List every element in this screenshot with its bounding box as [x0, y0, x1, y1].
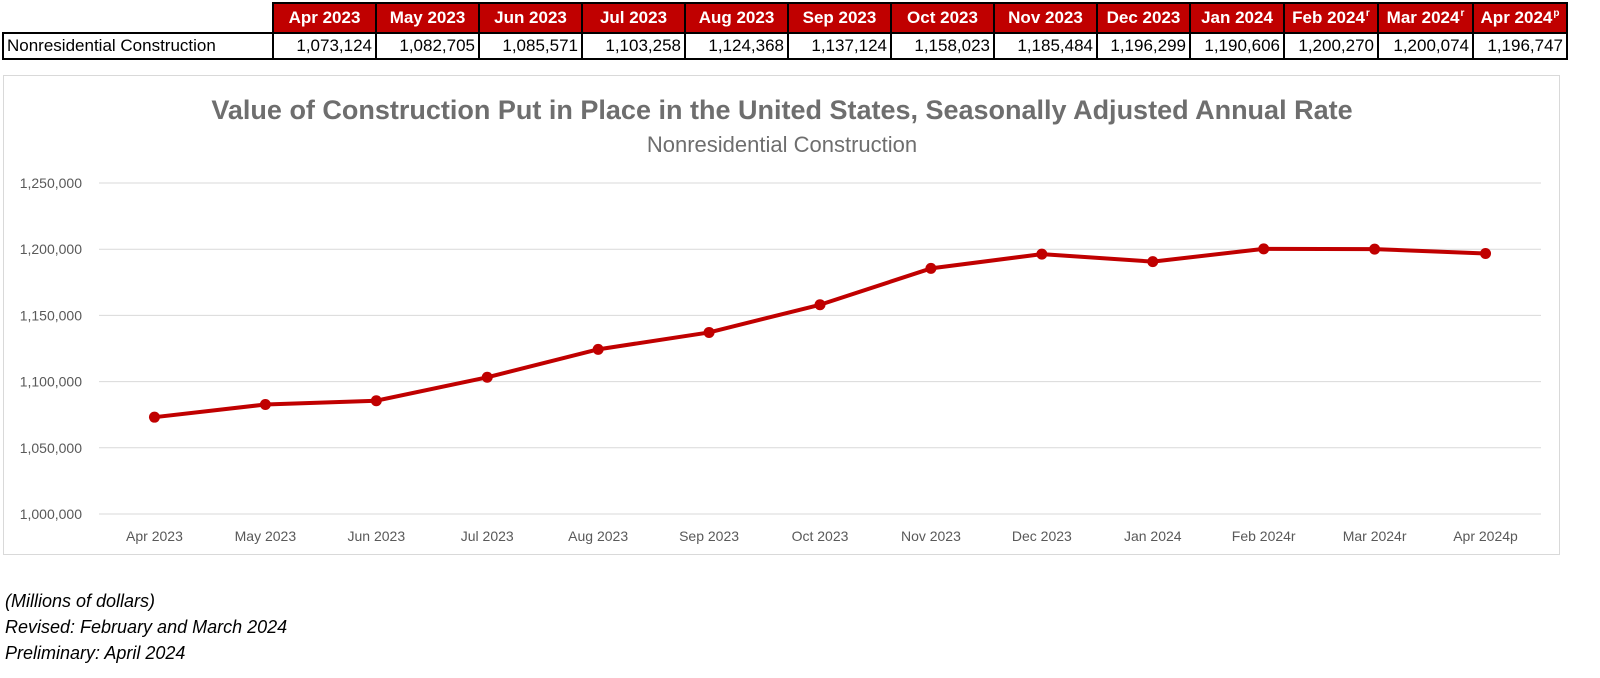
table-cell: 1,158,023	[890, 32, 995, 60]
column-header: Jan 2024	[1189, 2, 1285, 34]
data-point	[592, 343, 604, 355]
table-corner-cell	[3, 3, 274, 34]
x-tick-label: Oct 2023	[792, 528, 849, 544]
column-header: May 2023	[375, 2, 480, 34]
column-header: Apr 2024p	[1472, 2, 1568, 34]
column-header: Nov 2023	[993, 2, 1098, 34]
y-tick-label: 1,000,000	[20, 506, 82, 522]
table-cell: 1,137,124	[787, 32, 892, 60]
x-tick-label: Feb 2024r	[1232, 528, 1296, 544]
data-point	[259, 398, 271, 410]
preliminary-note: Preliminary: April 2024	[5, 643, 186, 663]
table-cell: 1,190,606	[1189, 32, 1285, 60]
data-point	[481, 371, 493, 383]
table-cell: 1,200,270	[1283, 32, 1379, 60]
notes: (Millions of dollars) Revised: February …	[5, 588, 287, 666]
data-table: Apr 2023 May 2023 Jun 2023 Jul 2023 Aug 2023…	[2, 2, 1568, 60]
x-tick-label: Nov 2023	[901, 528, 961, 544]
data-point	[1480, 248, 1492, 260]
y-tick-label: 1,050,000	[20, 440, 82, 456]
y-tick-label: 1,200,000	[20, 241, 82, 257]
table-cell: 1,200,074	[1377, 32, 1474, 60]
data-point	[814, 299, 826, 311]
revision-mark: r	[1460, 8, 1465, 19]
x-tick-label: May 2023	[235, 528, 297, 544]
column-header: Mar 2024r	[1377, 2, 1474, 34]
column-header: Jul 2023	[581, 2, 686, 34]
revision-mark: p	[1553, 8, 1560, 19]
line-chart: Value of Construction Put in Place in th…	[20, 95, 1541, 544]
table-cell: 1,124,368	[684, 32, 789, 60]
chart-panel: Value of Construction Put in Place in th…	[3, 75, 1560, 555]
data-point	[1036, 248, 1048, 260]
table-cell: 1,085,571	[478, 32, 583, 60]
x-tick-label: Jul 2023	[461, 528, 514, 544]
column-header: Sep 2023	[787, 2, 892, 34]
data-point	[703, 326, 715, 338]
table-cell: 1,103,258	[581, 32, 686, 60]
column-header: Apr 2023	[272, 2, 377, 34]
series-line	[154, 246, 1486, 420]
table-cell: 1,196,747	[1472, 32, 1568, 60]
x-tick-label: Sep 2023	[679, 528, 739, 544]
x-tick-label: Dec 2023	[1012, 528, 1072, 544]
column-header: Aug 2023	[684, 2, 789, 34]
data-point	[370, 395, 382, 407]
row-label: Nonresidential Construction	[2, 32, 274, 60]
y-tick-label: 1,150,000	[20, 307, 82, 323]
data-point	[1147, 256, 1159, 268]
revised-note: Revised: February and March 2024	[5, 617, 288, 637]
table-header-row: Apr 2023 May 2023 Jun 2023 Jul 2023 Aug 2023…	[3, 2, 1568, 34]
units-note: (Millions of dollars)	[5, 591, 156, 611]
x-tick-label: Mar 2024r	[1343, 528, 1407, 544]
column-header: Dec 2023	[1096, 2, 1191, 34]
table-row: Nonresidential Construction 1,073,124 1,0…	[2, 32, 1568, 60]
y-tick-label: 1,250,000	[20, 175, 82, 191]
column-header: Feb 2024r	[1283, 2, 1379, 34]
x-tick-label: Apr 2024p	[1453, 528, 1518, 544]
data-point	[148, 411, 160, 423]
data-point	[925, 262, 937, 274]
column-header: Oct 2023	[890, 2, 995, 34]
chart-subtitle: Nonresidential Construction	[647, 132, 917, 157]
table-cell: 1,196,299	[1096, 32, 1191, 60]
x-tick-label: Aug 2023	[568, 528, 628, 544]
x-tick-label: Jun 2023	[348, 528, 406, 544]
table-cell: 1,073,124	[272, 32, 377, 60]
data-point	[1258, 243, 1270, 255]
table-cell: 1,185,484	[993, 32, 1098, 60]
x-tick-label: Apr 2023	[126, 528, 183, 544]
table-cell: 1,082,705	[375, 32, 480, 60]
x-tick-label: Jan 2024	[1124, 528, 1182, 544]
chart-title: Value of Construction Put in Place in th…	[211, 95, 1352, 125]
revision-mark: r	[1365, 8, 1370, 19]
y-tick-label: 1,100,000	[20, 374, 82, 390]
column-header: Jun 2023	[478, 2, 583, 34]
data-point	[1369, 243, 1381, 255]
